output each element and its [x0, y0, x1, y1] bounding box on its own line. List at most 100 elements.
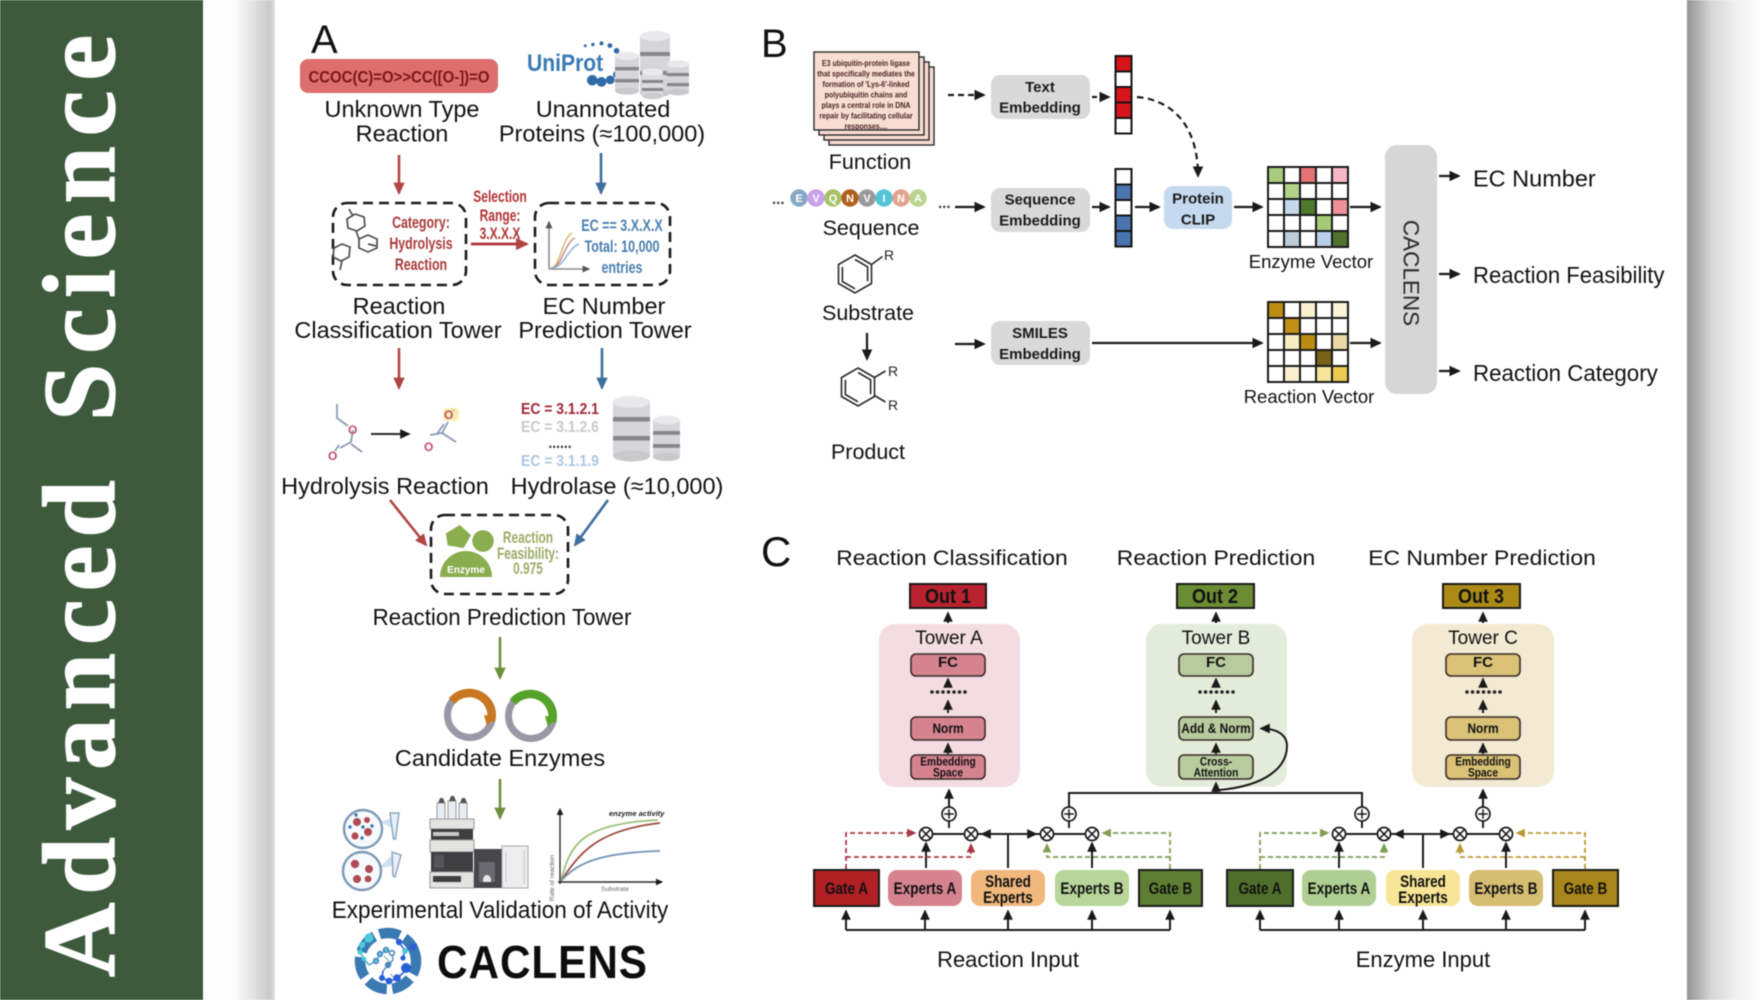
svg-text:A: A [311, 18, 338, 62]
svg-text:Reaction Prediction: Reaction Prediction [1117, 546, 1315, 570]
svg-text:Reaction: Reaction [353, 293, 446, 319]
svg-text:Experts: Experts [983, 889, 1033, 908]
svg-text:V: V [863, 193, 871, 205]
svg-text:responses....: responses.... [845, 122, 888, 132]
svg-text:Embedding: Embedding [999, 346, 1081, 363]
svg-text:Gate B: Gate B [1149, 880, 1193, 899]
svg-text:Reaction: Reaction [395, 256, 447, 274]
svg-text:Experts A: Experts A [1308, 880, 1371, 899]
svg-text:Experts A: Experts A [894, 880, 957, 899]
svg-text:R: R [888, 397, 898, 413]
svg-text:that specifically mediates the: that specifically mediates the [817, 69, 915, 79]
svg-text:Embedding: Embedding [920, 756, 976, 769]
svg-text:Enzyme Vector: Enzyme Vector [1249, 251, 1373, 272]
svg-text:Reaction: Reaction [356, 121, 449, 147]
svg-text:Gate A: Gate A [825, 880, 868, 899]
svg-text:R: R [888, 363, 898, 379]
svg-text:V: V [812, 193, 820, 205]
svg-text:Experts B: Experts B [1060, 880, 1123, 899]
svg-text:EC = 3.1.2.6: EC = 3.1.2.6 [521, 419, 599, 436]
svg-text:FC: FC [1473, 654, 1493, 671]
svg-text:Sequence: Sequence [823, 216, 920, 240]
svg-text:UniProt: UniProt [527, 50, 604, 77]
svg-text:C: C [761, 528, 791, 575]
svg-text:Reaction Input: Reaction Input [937, 947, 1079, 972]
svg-text:Experts: Experts [1398, 889, 1448, 908]
svg-text:Gate B: Gate B [1564, 880, 1608, 899]
svg-text:Experimental Validation of Act: Experimental Validation of Activity [332, 896, 669, 923]
svg-text:Substrate: Substrate [822, 301, 914, 325]
svg-text:Candidate Enzymes: Candidate Enzymes [395, 745, 605, 771]
svg-text:O: O [348, 423, 357, 437]
svg-text:Unannotated: Unannotated [536, 96, 671, 122]
svg-text:Range:: Range: [480, 207, 521, 225]
svg-text:I: I [882, 193, 885, 205]
svg-text:-: - [452, 405, 455, 415]
svg-text:A: A [914, 193, 922, 205]
svg-text:Reaction: Reaction [503, 529, 553, 547]
svg-text:Advanced: Advanced [23, 472, 137, 977]
svg-text:Space: Space [933, 767, 963, 780]
svg-text:O: O [328, 449, 337, 463]
svg-text:FC: FC [1206, 654, 1226, 671]
svg-text:Reaction Feasibility: Reaction Feasibility [1473, 261, 1665, 288]
svg-text:Attention: Attention [1194, 767, 1239, 780]
svg-text:R: R [884, 247, 894, 263]
svg-text:...: ... [938, 195, 951, 212]
svg-text:Out 2: Out 2 [1192, 586, 1238, 608]
svg-text:N: N [897, 193, 905, 205]
svg-text:Gate A: Gate A [1238, 880, 1281, 899]
svg-text:Space: Space [1468, 767, 1498, 780]
svg-text:Reaction Classification: Reaction Classification [836, 546, 1067, 570]
svg-text:Selection: Selection [473, 188, 527, 206]
svg-text:Cross-: Cross- [1200, 756, 1233, 769]
svg-text:Enzyme: Enzyme [447, 565, 485, 576]
svg-text:Hydrolysis: Hydrolysis [389, 235, 452, 253]
svg-text:Category:: Category: [392, 214, 450, 232]
svg-text:Substrate: Substrate [601, 886, 629, 893]
svg-text:enzyme activity: enzyme activity [609, 809, 665, 818]
svg-text:Embedding: Embedding [999, 213, 1081, 230]
svg-text:CACLENS: CACLENS [437, 937, 648, 988]
svg-text:entries: entries [601, 259, 642, 277]
svg-text:Sequence: Sequence [1005, 192, 1076, 209]
svg-text:Science: Science [23, 25, 137, 421]
svg-text:B: B [761, 22, 788, 66]
svg-text:CACLENS: CACLENS [1399, 220, 1424, 326]
svg-text:Out 3: Out 3 [1458, 586, 1504, 608]
svg-text:Reaction Category: Reaction Category [1473, 359, 1658, 386]
svg-text:O: O [424, 440, 433, 454]
svg-text:Unknown Type: Unknown Type [324, 96, 479, 122]
svg-text:Add & Norm: Add & Norm [1181, 720, 1250, 736]
svg-text:Out 1: Out 1 [925, 586, 971, 608]
svg-text:Feasibility:: Feasibility: [497, 545, 559, 563]
svg-text:SMILES: SMILES [1012, 325, 1068, 342]
svg-text:Proteins (≈100,000): Proteins (≈100,000) [499, 121, 705, 147]
svg-text:E3 ubiquitin-protein ligase: E3 ubiquitin-protein ligase [822, 59, 910, 69]
svg-text:Tower C: Tower C [1448, 628, 1518, 649]
svg-text:repair by facilitating cellula: repair by facilitating cellular [819, 111, 912, 121]
svg-text:E: E [795, 193, 802, 205]
svg-text:O: O [444, 408, 453, 422]
svg-text:...: ... [772, 191, 785, 208]
svg-text:Embedding: Embedding [999, 100, 1081, 117]
svg-text:CCOC(C)=O>>CC([O-])=O: CCOC(C)=O>>CC([O-])=O [308, 69, 489, 87]
svg-text:Reaction Vector: Reaction Vector [1244, 386, 1375, 407]
svg-text:Shared: Shared [1400, 873, 1446, 892]
svg-text:Rate of reaction: Rate of reaction [549, 855, 556, 901]
svg-text:FC: FC [938, 654, 958, 671]
svg-text:......: ...... [548, 435, 571, 452]
svg-text:Tower A: Tower A [915, 628, 983, 649]
svg-text:Hydrolysis Reaction: Hydrolysis Reaction [281, 473, 489, 499]
svg-text:Total: 10,000: Total: 10,000 [585, 238, 660, 256]
svg-text:Function: Function [829, 150, 911, 174]
svg-text:EC Number: EC Number [543, 293, 666, 319]
svg-text:0.975: 0.975 [513, 560, 543, 578]
svg-text:Norm: Norm [932, 720, 963, 736]
svg-text:Reaction Prediction Tower: Reaction Prediction Tower [373, 603, 632, 630]
svg-text:Classification Tower: Classification Tower [294, 317, 501, 343]
svg-text:Prediction Tower: Prediction Tower [518, 317, 691, 343]
svg-text:Protein: Protein [1172, 191, 1224, 208]
svg-text:EC = 3.1.2.1: EC = 3.1.2.1 [521, 401, 599, 418]
svg-text:Embedding: Embedding [1455, 756, 1511, 769]
